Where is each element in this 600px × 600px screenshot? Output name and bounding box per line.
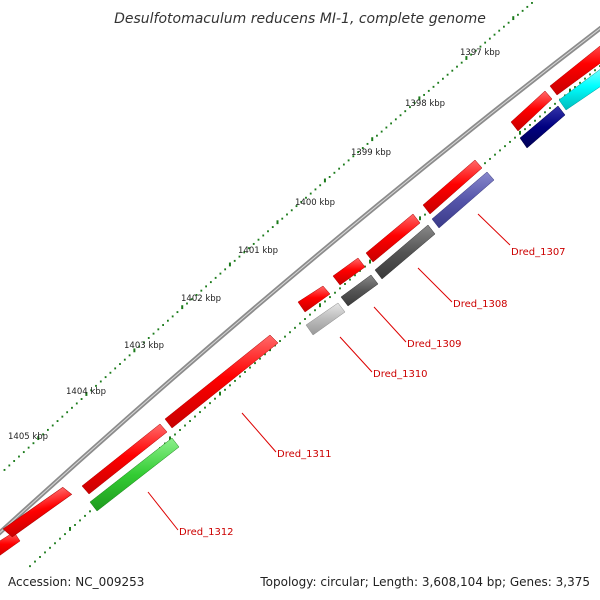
accession-label: Accession: NC_009253 [8,575,144,589]
ruler-labels: 1397 kbp 1398 kbp 1399 kbp 1400 kbp 1401… [8,48,500,442]
gene-dred-1310[interactable] [305,302,346,336]
gene-forward[interactable] [422,159,483,215]
ruler-label-1399: 1399 kbp [351,148,391,158]
gene-navy[interactable] [519,105,566,149]
genome-summary: Topology: circular; Length: 3,608,104 bp… [259,575,590,589]
ruler-label-1405: 1405 kbp [8,432,48,442]
gene-dred-1308[interactable] [374,224,436,280]
gene-forward[interactable] [164,334,279,429]
gene-forward[interactable] [0,531,21,559]
gene-label-dred-1309[interactable]: Dred_1309 [407,339,462,350]
gene-label-list: Dred_1307 Dred_1308 Dred_1309 Dred_1310 … [179,247,566,538]
gene-dred-1307[interactable] [431,171,495,229]
genome-backbone [0,25,600,536]
map-title: Desulfotomaculum reducens MI-1, complete… [114,11,486,27]
gene-forward[interactable] [365,213,421,263]
ruler-label-1400: 1400 kbp [295,198,335,208]
gene-label-dred-1310[interactable]: Dred_1310 [373,369,428,380]
ruler-tick-marks [3,1,533,471]
gene-forward[interactable] [0,486,78,539]
gene-label-dred-1308[interactable]: Dred_1308 [453,299,508,310]
reverse-strand-genes [89,62,600,512]
ruler-label-1403: 1403 kbp [124,341,164,351]
gene-forward[interactable] [549,38,600,96]
gene-forward[interactable] [297,285,331,313]
gene-forward[interactable] [81,423,168,495]
ruler-label-1397: 1397 kbp [460,48,500,58]
gene-label-dred-1311[interactable]: Dred_1311 [277,449,332,460]
ruler-label-1404: 1404 kbp [66,387,106,397]
gene-label-dred-1312[interactable]: Dred_1312 [179,527,234,538]
gene-forward[interactable] [332,257,366,286]
ruler-label-1402: 1402 kbp [181,294,221,304]
ruler-label-1401: 1401 kbp [238,246,278,256]
forward-strand-genes [0,38,600,559]
gene-forward[interactable] [510,90,553,132]
gene-dred-1312[interactable] [89,437,180,512]
gene-cyan[interactable] [558,62,600,111]
gene-label-dred-1307[interactable]: Dred_1307 [511,247,566,258]
ruler-label-1398: 1398 kbp [405,99,445,109]
gene-dred-1309[interactable] [340,274,379,307]
gene-callouts [147,213,511,531]
